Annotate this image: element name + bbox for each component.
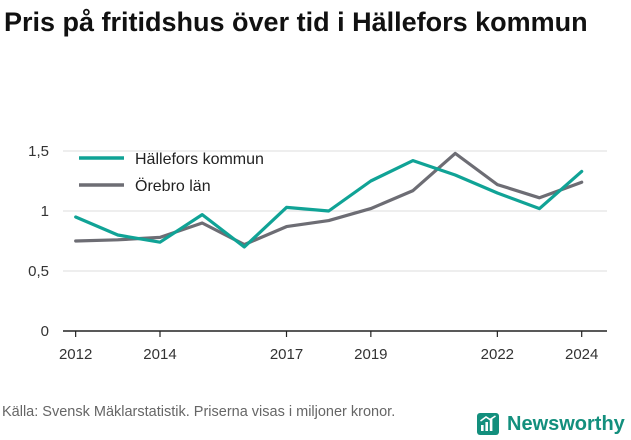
legend-label: Hällefors kommun xyxy=(135,151,264,168)
legend: Hällefors kommun Örebro län xyxy=(79,151,264,195)
legend-label: Örebro län xyxy=(135,177,211,195)
series-lines xyxy=(74,151,584,249)
x-tick-label: 2012 xyxy=(59,346,92,363)
x-tick-label: 2014 xyxy=(143,346,176,363)
x-tick-label: 2017 xyxy=(270,346,303,363)
line-chart: 0 0,5 1 1,5 2012 2014 2017 2019 2022 2024 Hällef… xyxy=(28,143,607,363)
series-line-1 xyxy=(74,151,584,247)
y-tick-label: 1 xyxy=(41,203,49,220)
x-tick-label: 2022 xyxy=(481,346,514,363)
y-tick-label: 1,5 xyxy=(28,143,49,160)
y-tick-label: 0,5 xyxy=(28,263,49,280)
brand-name: Newsworthy xyxy=(507,412,625,435)
x-axis: 2012 2014 2017 2019 2022 2024 xyxy=(59,331,598,363)
gridlines xyxy=(63,150,607,332)
brand-logo[interactable]: Newsworthy xyxy=(476,408,625,440)
x-tick-label: 2024 xyxy=(565,346,598,363)
series-line-0 xyxy=(74,159,584,249)
y-axis-tick-labels: 0 0,5 1 1,5 xyxy=(28,143,49,340)
source-note: Källa: Svensk Mäklarstatistik. Priserna … xyxy=(2,404,396,420)
x-tick-label: 2019 xyxy=(354,346,387,363)
chart-title: Pris på fritidshus över tid i Hällefors … xyxy=(4,7,588,37)
y-tick-label: 0 xyxy=(41,323,49,340)
newsworthy-logo-icon xyxy=(477,413,499,435)
